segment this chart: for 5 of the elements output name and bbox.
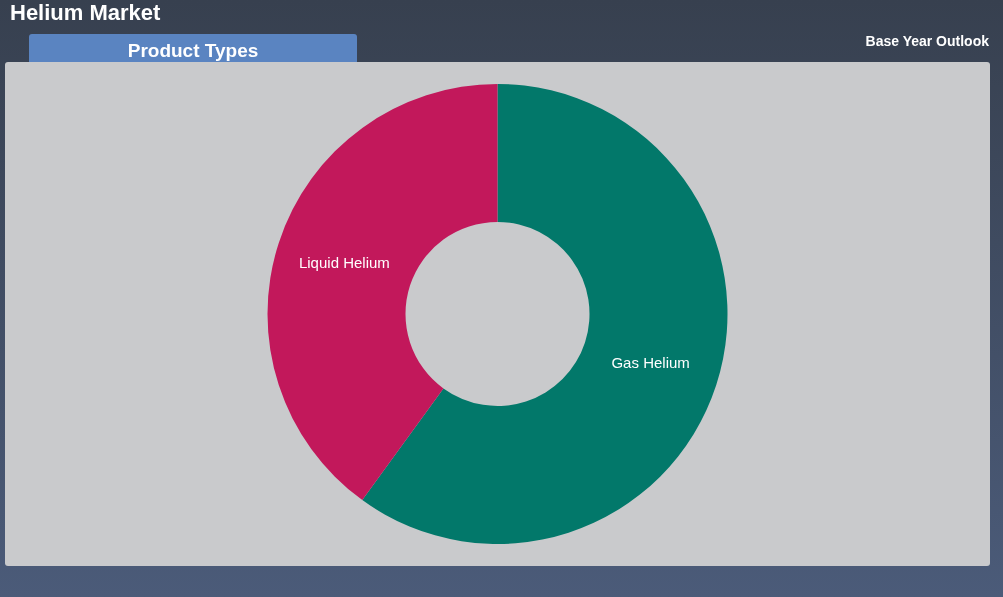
slice-label: Gas Helium	[611, 353, 690, 371]
text: Base Year Outlook	[865, 33, 989, 49]
chart-subtitle: Product Types	[29, 34, 357, 67]
slice-label: Liquid Helium	[298, 254, 390, 272]
text: Helium Market	[10, 0, 161, 26]
